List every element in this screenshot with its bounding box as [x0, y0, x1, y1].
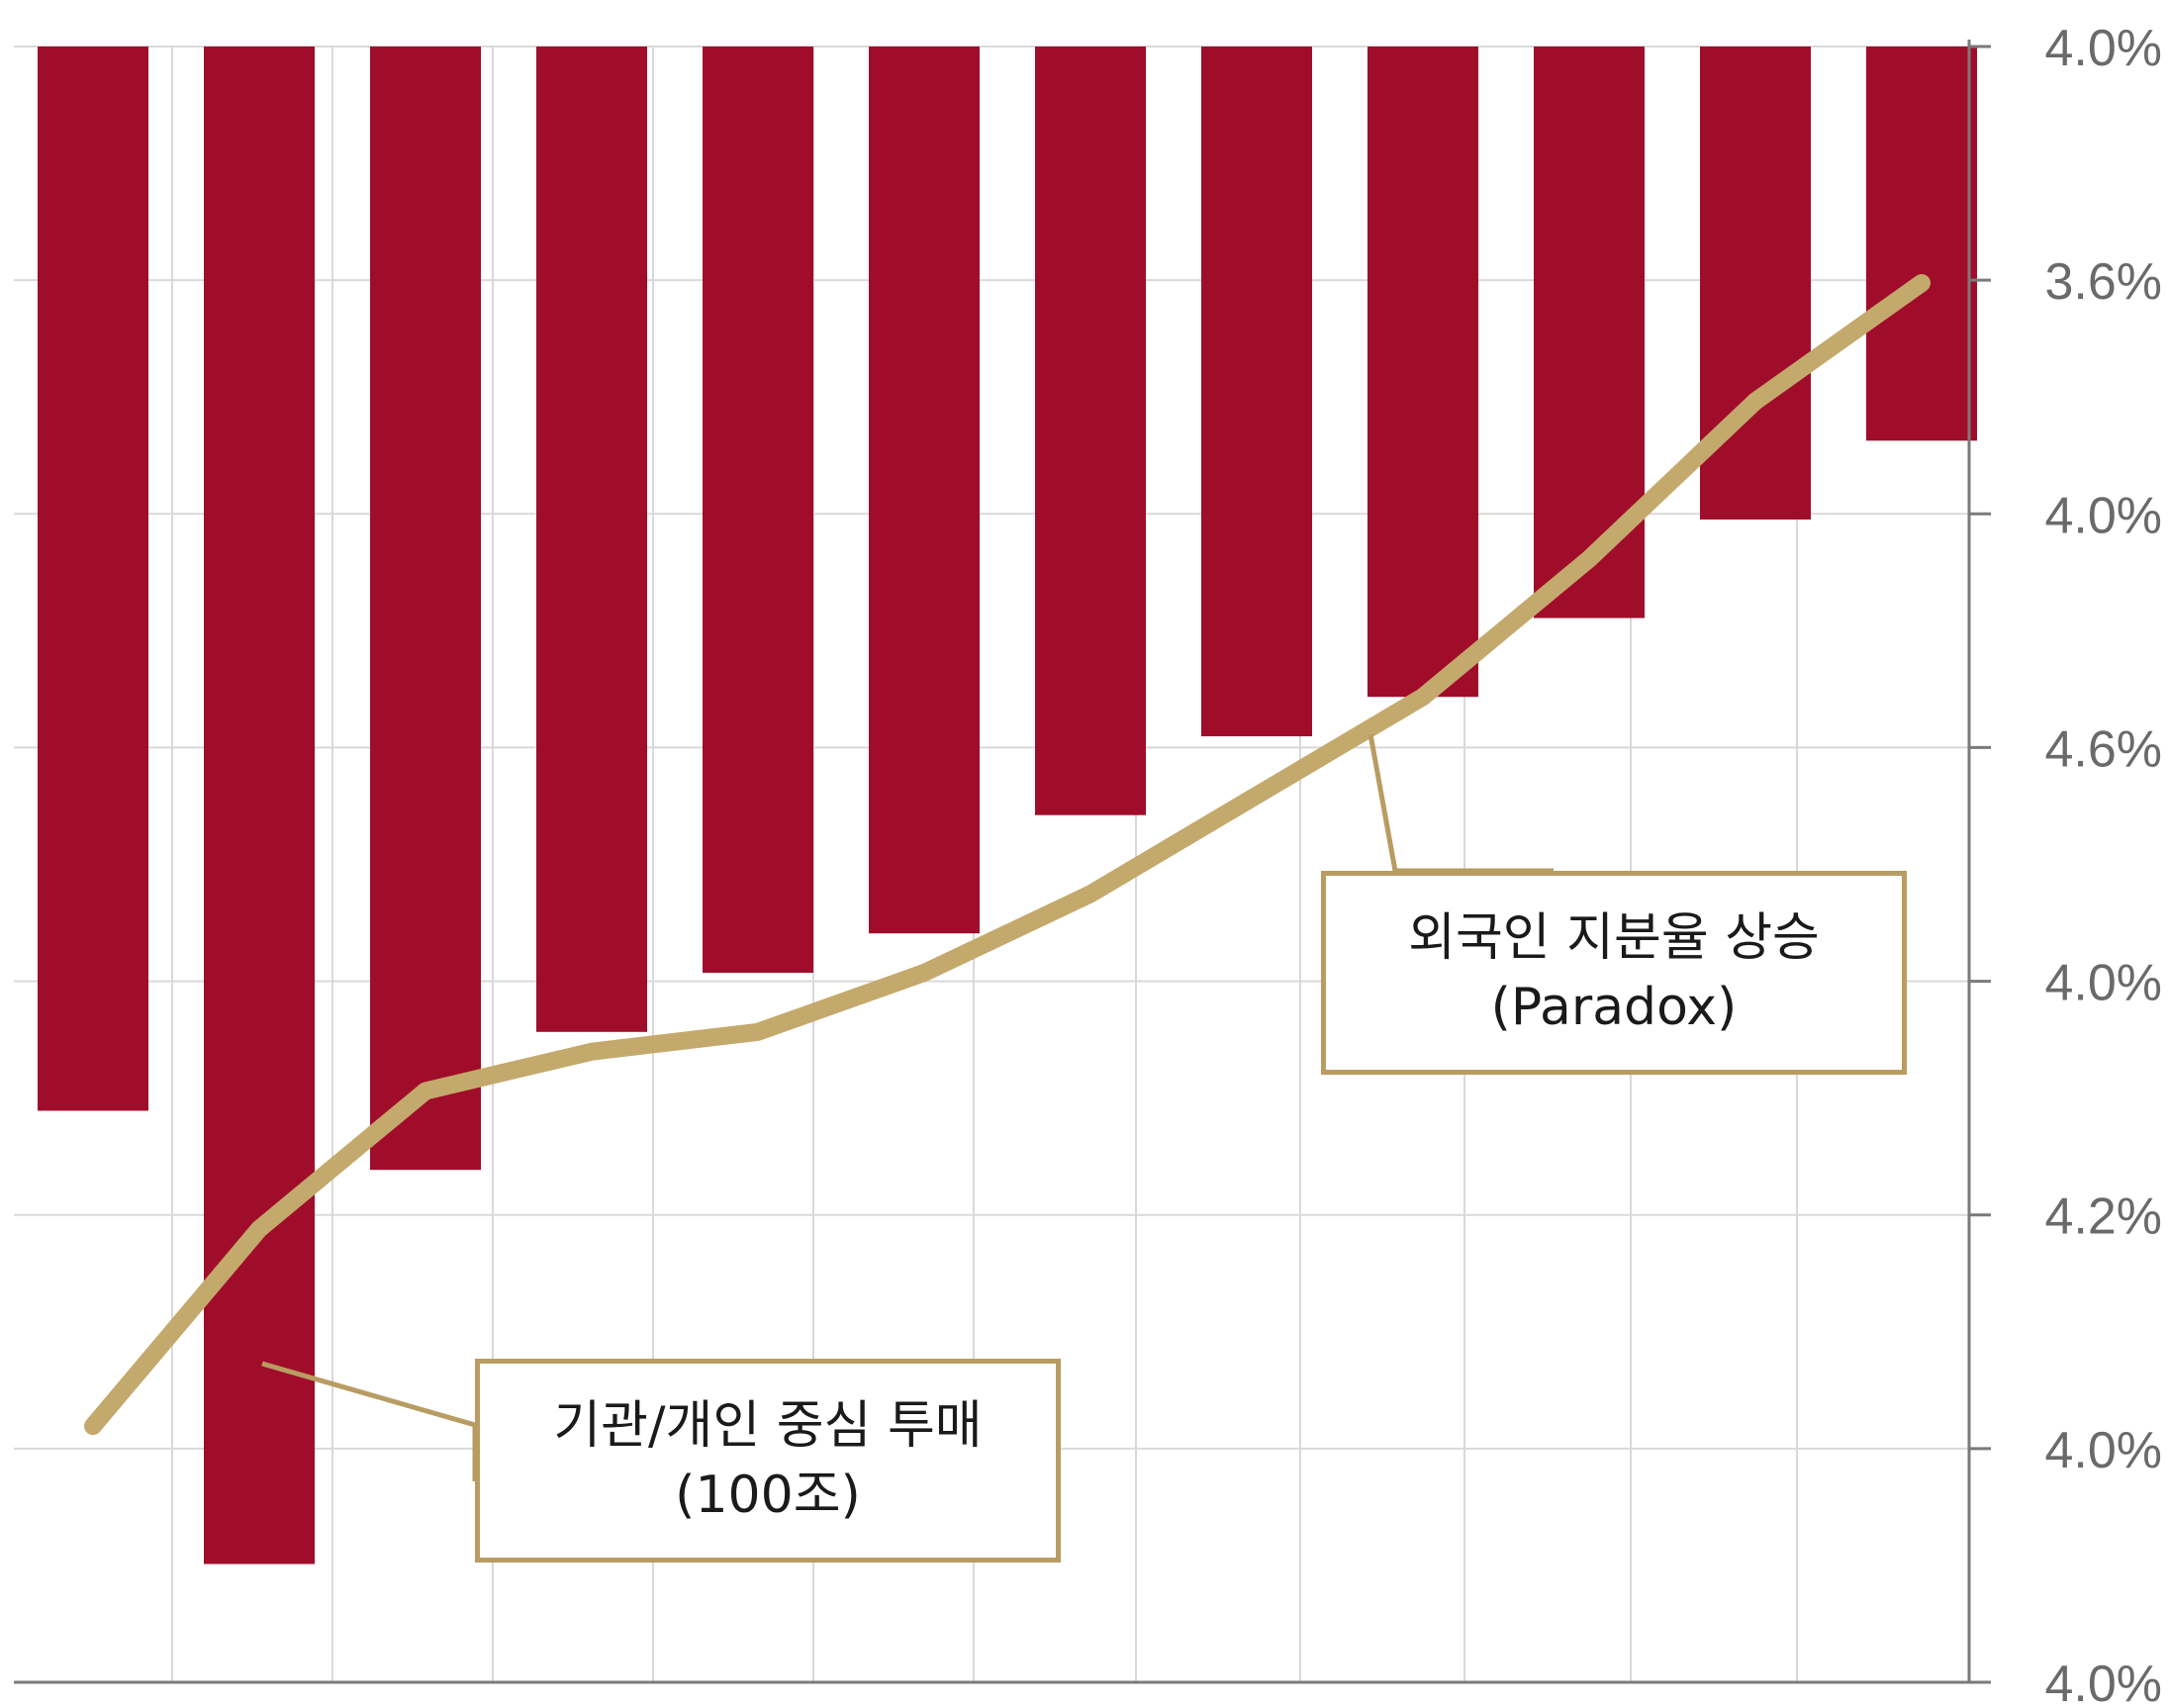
callout-bars-line2: (100조) [675, 1466, 861, 1525]
callout-bars: 기관/개인 중심 투매 (100조) [475, 1359, 1061, 1563]
y-tick-label: 4.0% [2044, 20, 2162, 77]
y-tick-label: 4.2% [2044, 1188, 2162, 1246]
callout-line: 외국인 지분율 상승 (Paradox) [1321, 871, 1907, 1075]
y-tick-label: 4.0% [2044, 1656, 2162, 1708]
line-series [84, 273, 1931, 1436]
callout-line-line2: (Paradox) [1490, 978, 1738, 1037]
bar [869, 47, 980, 934]
bar [1201, 47, 1312, 737]
bar [1035, 47, 1146, 815]
callout-bars-line1: 기관/개인 중심 투매 [553, 1395, 983, 1456]
bar [1367, 47, 1478, 698]
callout-line-line1: 외국인 지분율 상승 [1408, 907, 1820, 968]
bar [370, 47, 481, 1171]
bar [204, 47, 315, 1565]
bar [536, 47, 647, 1032]
bar-series [38, 47, 1977, 1565]
bar [38, 47, 148, 1111]
trend-line [84, 273, 1931, 1436]
y-tick-label: 4.6% [2044, 720, 2162, 778]
y-axis-ticks: 4.0% 3.6% 4.0% 4.6% 4.0% 4.2% 4.0% 4.0% [1969, 20, 2162, 1708]
bar [1866, 47, 1977, 441]
pointer-line [1367, 733, 1554, 874]
y-tick-label: 4.0% [2044, 487, 2162, 544]
bar [703, 47, 813, 974]
y-tick-label: 4.0% [2044, 955, 2162, 1012]
y-tick-label: 3.6% [2044, 253, 2162, 311]
y-tick-label: 4.0% [2044, 1422, 2162, 1479]
